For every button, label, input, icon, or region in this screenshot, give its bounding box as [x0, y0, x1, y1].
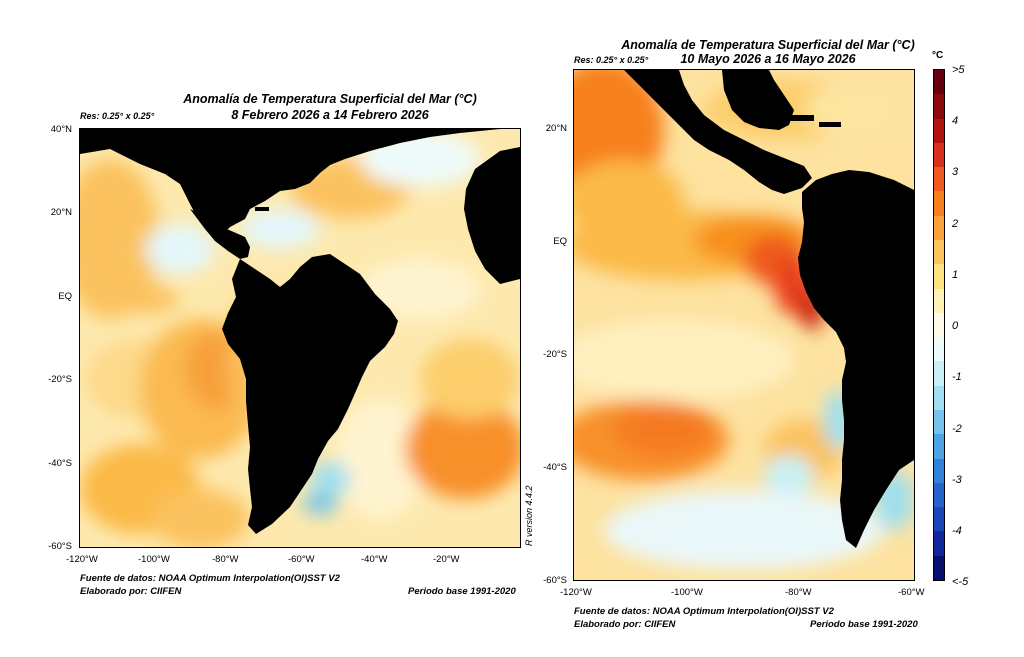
left-map-title: Anomalía de Temperatura Superficial del …: [183, 92, 477, 106]
left-data-source: Fuente de datos: NOAA Optimum Interpolat…: [80, 573, 340, 584]
left-x-tick: -80°W: [212, 554, 239, 565]
right-data-source: Fuente de datos: NOAA Optimum Interpolat…: [574, 606, 834, 617]
left-y-tick: 20°N: [50, 207, 72, 218]
colorbar-swatch: [934, 191, 944, 216]
left-x-tick: -120°W: [66, 554, 98, 565]
left-y-tick: -60°S: [48, 541, 72, 552]
colorbar-swatch: [934, 94, 944, 119]
colorbar-swatch: [934, 167, 944, 192]
colorbar-swatch: [934, 409, 944, 435]
colorbar-label: -1: [952, 371, 962, 383]
right-x-tick: -80°W: [785, 587, 812, 598]
right-sst-anomaly-map: [573, 69, 915, 581]
left-y-tick: EQ: [58, 291, 72, 302]
colorbar-swatch: [934, 361, 944, 386]
left-base-period: Periodo base 1991-2020: [408, 586, 516, 597]
right-map-title: Anomalía de Temperatura Superficial del …: [621, 38, 915, 52]
colorbar-swatch: [934, 458, 944, 483]
right-base-period: Periodo base 1991-2020: [810, 619, 918, 630]
colorbar-swatch: [934, 264, 944, 289]
colorbar-label: >5: [952, 64, 965, 76]
colorbar-unit: °C: [932, 50, 944, 61]
colorbar-swatch: [934, 239, 944, 265]
right-y-tick: -20°S: [543, 349, 567, 360]
colorbar-label: 4: [952, 115, 959, 127]
left-y-tick: -20°S: [48, 374, 72, 385]
left-y-tick: 40°N: [50, 124, 72, 135]
left-sst-anomaly-map: [79, 128, 521, 548]
left-x-tick: -40°W: [361, 554, 388, 565]
right-y-tick: -40°S: [543, 462, 567, 473]
right-x-tick: -120°W: [560, 587, 592, 598]
right-y-tick: -60°S: [543, 575, 567, 586]
colorbar-swatch: [934, 215, 944, 240]
colorbar-label: -3: [952, 474, 962, 486]
colorbar-label: 1: [952, 269, 959, 281]
right-x-tick: -100°W: [671, 587, 703, 598]
right-land-masses: [624, 70, 914, 548]
colorbar-swatch: [934, 142, 944, 168]
colorbar-swatch: [934, 118, 944, 143]
colorbar-label: -2: [952, 423, 962, 435]
colorbar-label: 2: [952, 218, 959, 230]
left-x-tick: -100°W: [138, 554, 170, 565]
left-x-tick: -20°W: [433, 554, 460, 565]
right-resolution-label: Res: 0.25° x 0.25°: [574, 55, 649, 65]
right-author: Elaborado por: CIIFEN: [574, 619, 676, 630]
colorbar-label: 0: [952, 320, 959, 332]
colorbar-swatch: [934, 385, 944, 410]
colorbar-swatch: [934, 70, 944, 95]
right-x-tick: -60°W: [898, 587, 925, 598]
colorbar-labels: >5 4 3 2 1 0 -1 -2 -3 -4 <-5: [952, 64, 992, 588]
colorbar: [933, 69, 945, 581]
left-y-tick: -40°S: [48, 458, 72, 469]
r-version-label: R version 4.4.2: [524, 485, 534, 546]
colorbar-swatch: [934, 531, 944, 556]
left-author: Elaborado por: CIIFEN: [80, 586, 182, 597]
colorbar-swatch: [934, 288, 944, 313]
colorbar-swatch: [934, 482, 944, 508]
colorbar-swatch: [934, 555, 944, 580]
left-land-masses: [80, 129, 520, 534]
colorbar-label: -4: [952, 525, 962, 537]
left-x-tick: -60°W: [288, 554, 315, 565]
right-map-subtitle: 10 Mayo 2026 a 16 Mayo 2026: [680, 52, 856, 66]
colorbar-label: 3: [952, 166, 959, 178]
colorbar-swatch: [934, 507, 944, 532]
left-map-subtitle: 8 Febrero 2026 a 14 Febrero 2026: [231, 108, 429, 122]
left-resolution-label: Res: 0.25° x 0.25°: [80, 111, 155, 121]
colorbar-swatch: [934, 434, 944, 459]
right-y-tick: 20°N: [545, 123, 567, 134]
colorbar-swatch: [934, 312, 944, 338]
colorbar-swatch: [934, 337, 944, 362]
colorbar-label: <-5: [952, 576, 969, 588]
right-y-tick: EQ: [553, 236, 567, 247]
